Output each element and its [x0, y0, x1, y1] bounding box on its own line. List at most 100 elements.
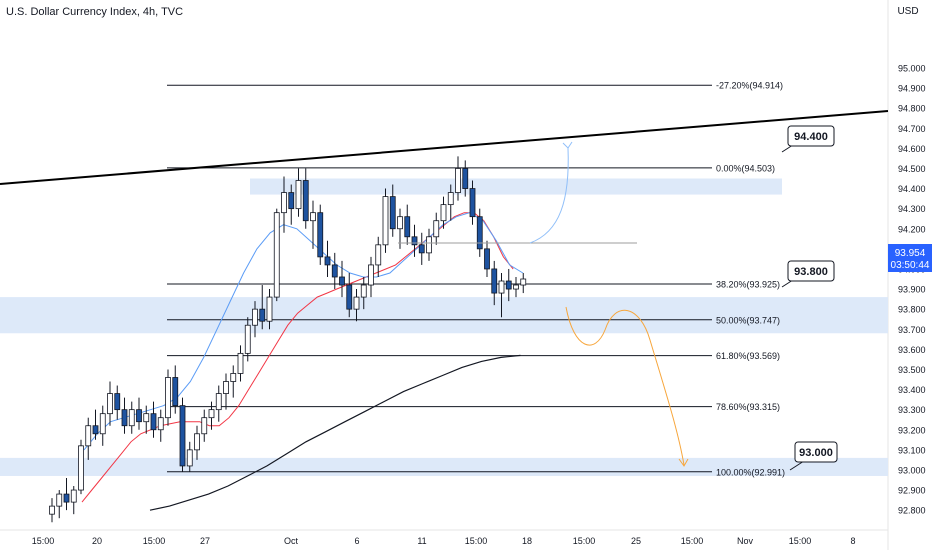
candle[interactable] — [447, 192, 454, 206]
candle[interactable] — [375, 244, 382, 266]
candle[interactable] — [382, 196, 389, 246]
candle[interactable] — [302, 180, 309, 222]
candle[interactable] — [411, 236, 418, 246]
candle[interactable] — [433, 220, 440, 238]
candle[interactable] — [208, 409, 215, 419]
candle[interactable] — [476, 216, 483, 250]
fib-level-label: -27.20%(94.914) — [716, 81, 783, 91]
candle[interactable] — [353, 296, 360, 310]
candle[interactable] — [317, 212, 324, 258]
candle[interactable] — [121, 409, 128, 427]
candle[interactable] — [165, 377, 171, 419]
candle[interactable] — [237, 352, 244, 374]
candle[interactable] — [107, 393, 113, 415]
candle[interactable] — [252, 308, 258, 326]
candle[interactable] — [389, 196, 396, 230]
price-tick-label: 95.000 — [898, 63, 926, 73]
candle[interactable] — [49, 505, 55, 515]
candle[interactable] — [230, 373, 237, 382]
time-tick-label: 15:00 — [681, 536, 704, 546]
candle[interactable] — [201, 417, 208, 435]
candle[interactable] — [418, 244, 425, 254]
price-tick-label: 94.800 — [898, 104, 926, 114]
candle[interactable] — [70, 489, 77, 503]
candle[interactable] — [469, 188, 476, 218]
candle[interactable] — [172, 377, 179, 407]
candle[interactable] — [360, 284, 367, 298]
candle[interactable] — [244, 324, 251, 354]
currency-label[interactable]: USD — [897, 6, 918, 17]
candle[interactable] — [484, 248, 490, 270]
candle[interactable] — [143, 413, 150, 423]
candle[interactable] — [266, 296, 273, 322]
support-resistance-zone[interactable] — [250, 178, 782, 195]
candle[interactable] — [288, 192, 295, 210]
fib-level-label: 0.00%(94.503) — [716, 163, 775, 173]
candle[interactable] — [223, 381, 229, 394]
candle[interactable] — [498, 280, 505, 294]
ma-line-blue — [83, 212, 524, 451]
price-tick-label: 93.100 — [898, 445, 926, 455]
candle[interactable] — [114, 393, 121, 411]
candle[interactable] — [281, 192, 287, 214]
candle[interactable] — [339, 276, 345, 286]
candle[interactable] — [85, 425, 92, 447]
candle[interactable] — [462, 168, 469, 189]
candle[interactable] — [346, 284, 353, 310]
candle[interactable] — [56, 493, 63, 507]
candle[interactable] — [157, 417, 164, 431]
price-tick-label: 92.800 — [898, 506, 926, 516]
price-tick-label: 94.200 — [898, 224, 926, 234]
candle[interactable] — [324, 256, 331, 266]
current-price-value: 93.954 — [895, 248, 926, 259]
price-tick-label: 93.900 — [898, 285, 926, 295]
price-label-93800[interactable]: 93.800 — [781, 260, 835, 288]
time-tick-label: 11 — [417, 536, 426, 546]
candle[interactable] — [78, 445, 84, 491]
candle[interactable] — [136, 409, 142, 423]
candle[interactable] — [368, 264, 374, 286]
candle[interactable] — [150, 413, 157, 431]
candle[interactable] — [186, 449, 193, 467]
candle[interactable] — [331, 264, 338, 278]
candle[interactable] — [455, 168, 461, 193]
candle[interactable] — [397, 216, 403, 230]
candle[interactable] — [63, 493, 70, 503]
time-tick-label: 15:00 — [143, 536, 166, 546]
price-label-94400[interactable]: 94.400 — [781, 125, 835, 153]
candle[interactable] — [426, 236, 432, 254]
fib-level-label: 61.80%(93.569) — [716, 351, 780, 361]
candle[interactable] — [215, 393, 222, 411]
time-tick-label: 6 — [354, 536, 359, 546]
price-tick-label: 94.400 — [898, 184, 926, 194]
candle[interactable] — [513, 284, 519, 290]
support-resistance-zone[interactable] — [0, 297, 888, 334]
candle[interactable] — [310, 212, 316, 222]
time-tick-label: 15:00 — [573, 536, 596, 546]
candle[interactable] — [128, 409, 135, 427]
price-tick-label: 93.500 — [898, 365, 926, 375]
bullish-projection-arrow[interactable] — [529, 147, 569, 244]
bearish-projection-arrow[interactable] — [565, 306, 685, 466]
candle[interactable] — [440, 204, 447, 222]
price-tick-label: 93.200 — [898, 425, 926, 435]
price-label-93000[interactable]: 93.000 — [789, 441, 838, 471]
candle[interactable] — [194, 433, 200, 451]
candle[interactable] — [505, 280, 512, 290]
fib-level-label: 50.00%(93.747) — [716, 315, 780, 325]
candle[interactable] — [99, 413, 106, 435]
candle[interactable] — [92, 425, 99, 435]
ma-line-black — [149, 354, 521, 511]
candle[interactable] — [273, 212, 280, 298]
price-label-lower-text: 93.000 — [799, 447, 833, 459]
candle[interactable] — [259, 308, 266, 322]
trend-line[interactable] — [0, 110, 889, 185]
candle[interactable] — [520, 278, 527, 286]
time-tick-label: 20 — [92, 536, 102, 546]
candle[interactable] — [404, 216, 411, 238]
candle[interactable] — [491, 268, 498, 294]
candle[interactable] — [179, 405, 186, 467]
bullish-arrow-head — [562, 141, 573, 149]
candle[interactable] — [295, 180, 302, 210]
